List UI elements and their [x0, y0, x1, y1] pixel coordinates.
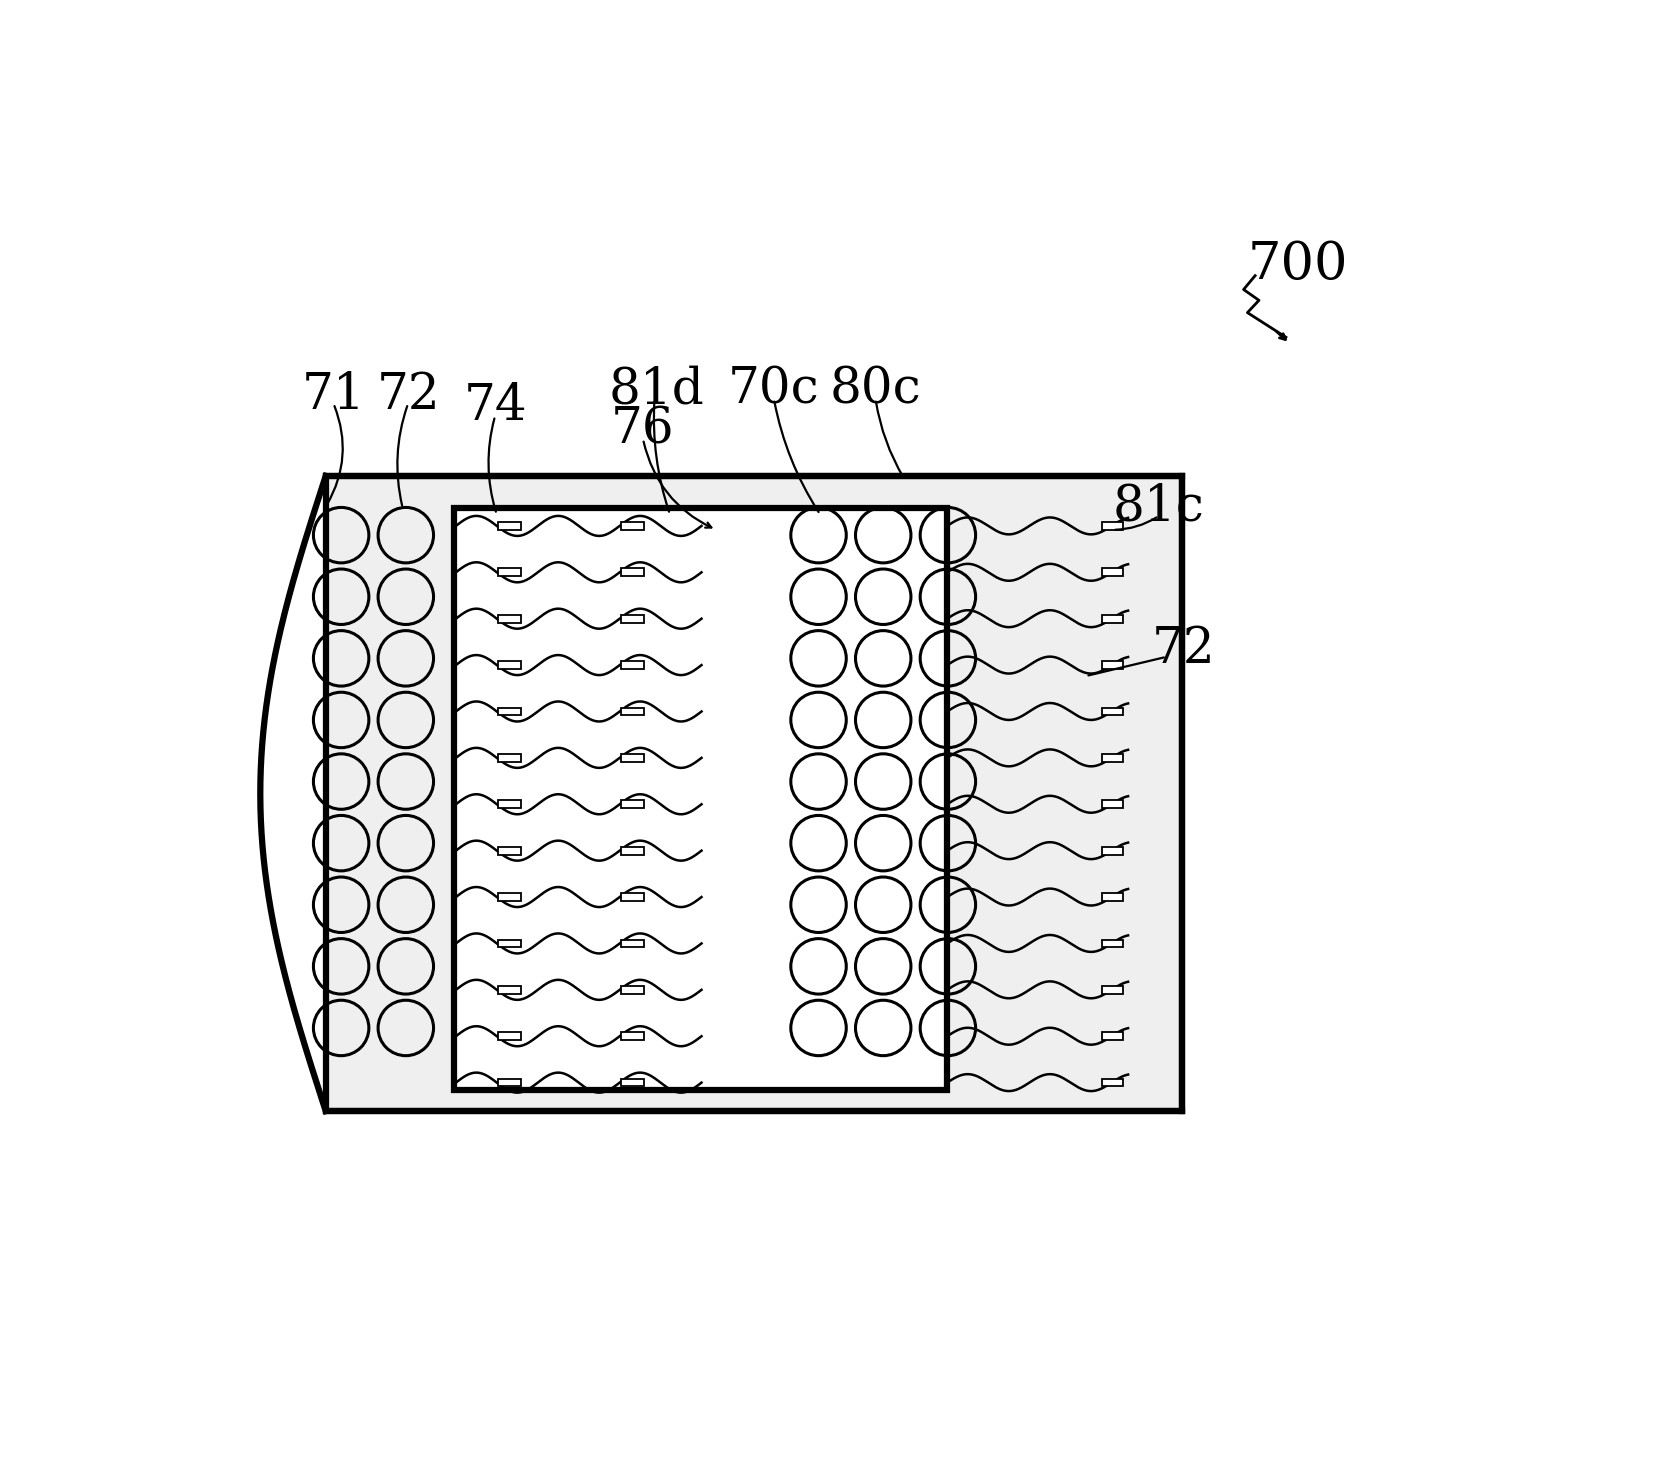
Bar: [326, 475, 1183, 1110]
Text: 72: 72: [377, 370, 440, 420]
Bar: [455, 508, 947, 1090]
Bar: [621, 847, 644, 854]
Bar: [621, 939, 644, 948]
Bar: [498, 1033, 522, 1040]
Bar: [1101, 894, 1123, 901]
Bar: [621, 1033, 644, 1040]
Text: 72: 72: [1151, 625, 1216, 674]
Text: 74: 74: [463, 382, 527, 432]
Bar: [621, 614, 644, 623]
Bar: [1101, 986, 1123, 993]
Bar: [498, 569, 522, 576]
Bar: [1101, 614, 1123, 623]
Bar: [621, 569, 644, 576]
Text: 76: 76: [611, 405, 674, 455]
Bar: [621, 986, 644, 993]
Text: 81c: 81c: [1113, 481, 1204, 531]
Bar: [498, 1078, 522, 1087]
Bar: [1101, 661, 1123, 669]
Bar: [498, 800, 522, 808]
Bar: [1101, 753, 1123, 762]
Bar: [621, 800, 644, 808]
Bar: [1101, 847, 1123, 854]
Bar: [1101, 522, 1123, 530]
Bar: [621, 661, 644, 669]
Bar: [1101, 708, 1123, 715]
Bar: [498, 939, 522, 948]
Bar: [498, 753, 522, 762]
Bar: [621, 1078, 644, 1087]
Bar: [498, 522, 522, 530]
Bar: [621, 753, 644, 762]
Bar: [1101, 1033, 1123, 1040]
Text: 70c: 70c: [728, 364, 819, 414]
Bar: [498, 661, 522, 669]
Text: 71: 71: [302, 370, 365, 420]
Bar: [621, 894, 644, 901]
Bar: [1101, 939, 1123, 948]
Bar: [1101, 569, 1123, 576]
Bar: [621, 708, 644, 715]
Bar: [498, 986, 522, 993]
Bar: [1101, 800, 1123, 808]
Bar: [498, 614, 522, 623]
Text: 80c: 80c: [830, 364, 922, 414]
Text: 700: 700: [1247, 238, 1347, 290]
Bar: [1101, 1078, 1123, 1087]
Bar: [498, 894, 522, 901]
Text: 81d: 81d: [610, 364, 704, 414]
Bar: [498, 708, 522, 715]
Bar: [498, 847, 522, 854]
Bar: [621, 522, 644, 530]
